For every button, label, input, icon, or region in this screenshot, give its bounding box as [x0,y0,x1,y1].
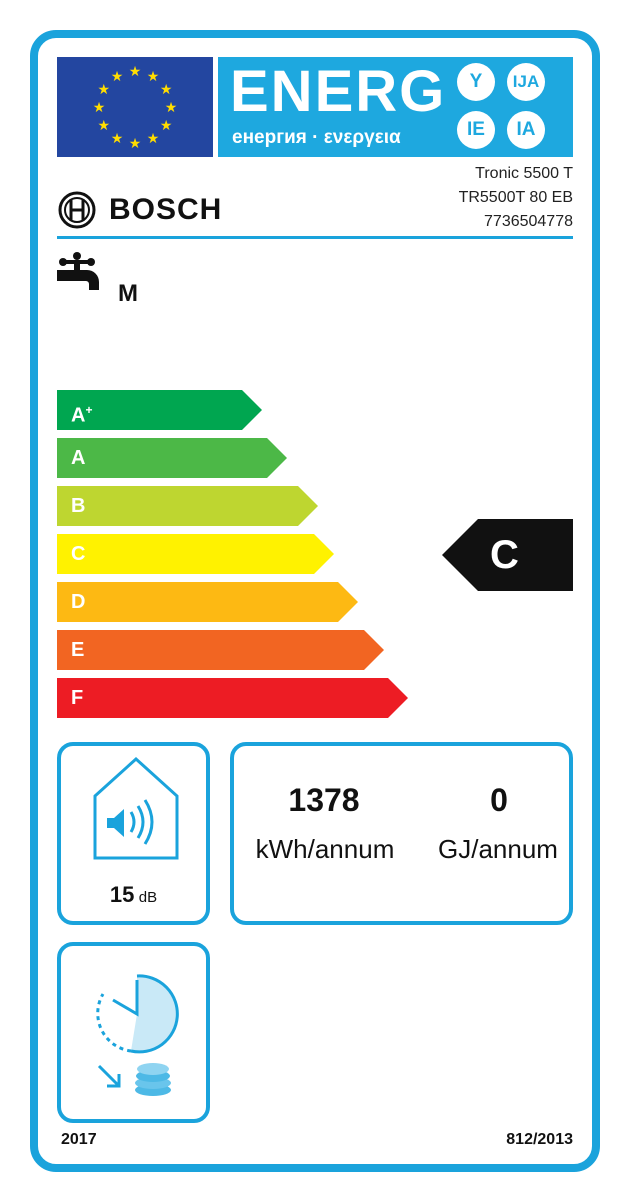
efficiency-class-bar: B [57,486,318,526]
class-label: A [71,404,86,427]
eu-star-icon: ★ [111,68,124,84]
lang-badge: IJA [507,63,545,101]
lang-badge: IE [457,111,495,149]
smart-control-box [57,942,210,1123]
noise-level: 15 dB [61,882,206,908]
brand-name: BOSCH [109,193,223,226]
noise-house-speaker-icon [93,756,179,860]
class-label: A [71,447,86,469]
load-profile: M [118,280,138,307]
noise-unit: dB [138,889,158,906]
noise-value: 15 [109,882,135,907]
eu-star-icon: ★ [111,130,124,146]
efficiency-class-bar: C [57,534,334,574]
eu-star-icon: ★ [147,68,160,84]
class-label: C [71,543,86,565]
article-number: 7736504778 [484,213,573,230]
model-code: TR5500T 80 EB [458,189,573,206]
eu-star-icon: ★ [98,81,111,97]
lang-badge: IA [507,111,545,149]
lang-badge: Y [457,63,495,101]
fuel-unit: GJ/annum [438,834,558,864]
efficiency-class-bar: A [57,438,287,478]
class-label: D [71,591,86,613]
eu-star-icon: ★ [165,99,178,115]
efficiency-class-bar: E [57,630,384,670]
eu-star-icon: ★ [129,135,142,151]
bosch-armature-icon [58,191,96,229]
label-year: 2017 [61,1131,97,1148]
energy-subtitle: енергия · ενεργεια [232,127,401,148]
clock-coins-icon [96,974,179,1096]
label-frame [30,30,600,1172]
electric-consumption: 1378 [288,782,360,818]
noise-box: 15 dB [57,742,210,925]
class-label: B [71,495,86,517]
class-label: F [71,687,84,709]
fuel-consumption: 0 [490,782,508,818]
electric-unit: kWh/annum [255,834,395,864]
energy-title: ENERG [230,59,447,124]
brand-logo: BOSCH [57,190,222,230]
eu-star-icon: ★ [147,130,160,146]
efficiency-class-bar: A+ [57,390,262,430]
energy-header: ENERG енергия · ενεργεια Y IJA IE IA [218,57,573,157]
regulation-number: 812/2013 [506,1131,573,1148]
efficiency-class-bar: F [57,678,408,718]
eu-star-icon: ★ [160,117,173,133]
eu-star-icon: ★ [129,63,142,79]
eu-star-icon: ★ [160,81,173,97]
model-info: Tronic 5500 T TR5500T 80 EB 7736504778 [459,162,573,234]
class-label: E [71,639,85,661]
class-label-sup: + [85,403,93,417]
eu-star-icon: ★ [93,99,106,115]
eu-flag-icon: ★ ★ ★ ★ ★ ★ ★ ★ ★ ★ ★ ★ [57,57,213,157]
divider [57,236,573,239]
model-name: Tronic 5500 T [475,165,573,182]
consumption-box: 1378 0 kWh/annum GJ/annum [230,742,573,925]
water-tap-icon [57,252,99,290]
eu-star-icon: ★ [98,117,111,133]
efficiency-class-bar: D [57,582,358,622]
